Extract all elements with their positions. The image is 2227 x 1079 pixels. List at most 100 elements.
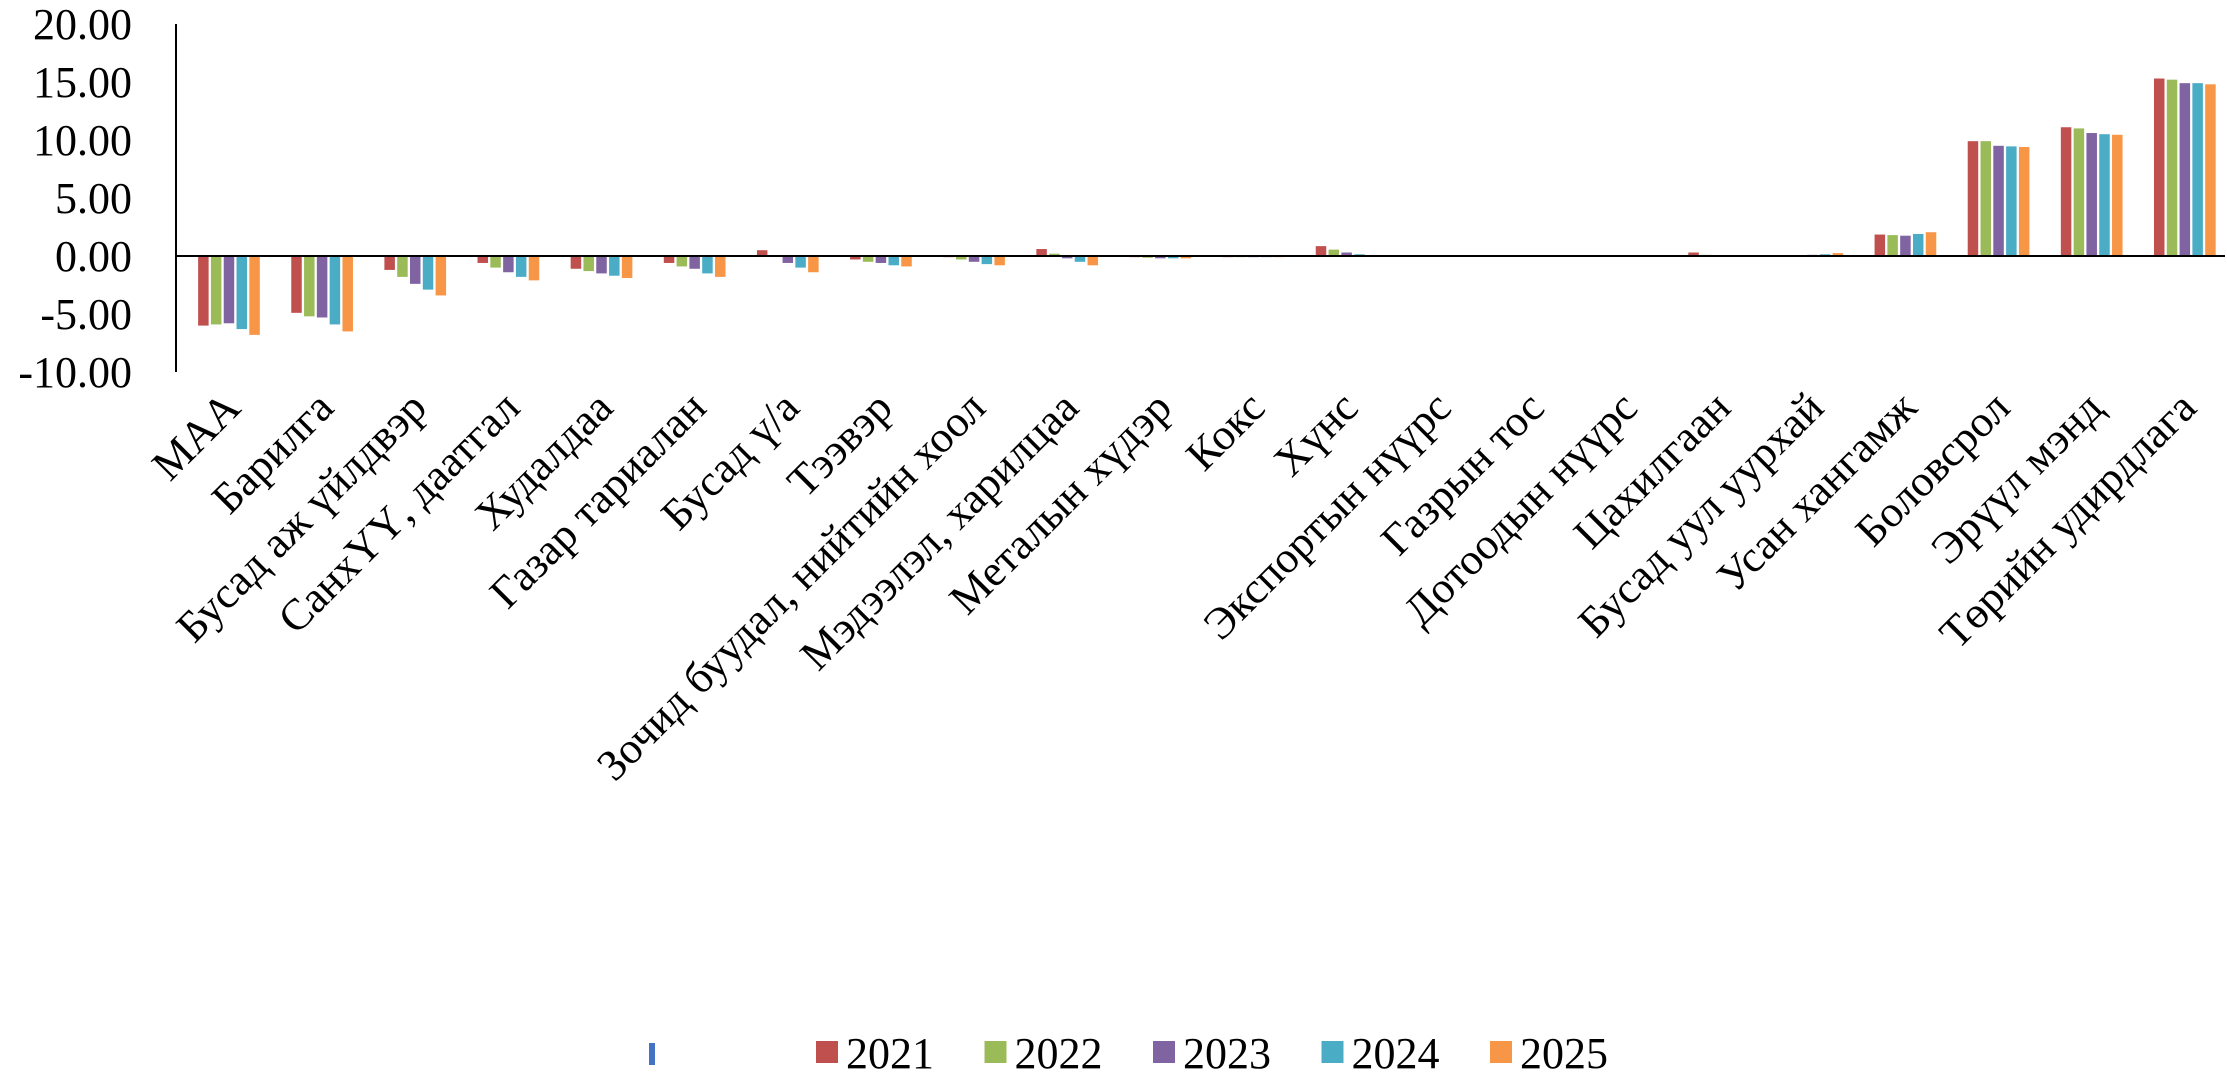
bar xyxy=(477,256,489,263)
y-tick-label: 15.00 xyxy=(33,58,132,107)
bar xyxy=(2086,133,2097,256)
y-tick-label: 20.00 xyxy=(33,0,132,49)
legend-swatch xyxy=(816,1041,838,1063)
bar xyxy=(2153,78,2165,257)
bar xyxy=(676,256,688,267)
y-tick-label: -10.00 xyxy=(18,348,132,397)
bar xyxy=(2179,83,2191,256)
bar xyxy=(1074,256,1086,262)
bar xyxy=(756,250,768,256)
bar xyxy=(689,256,700,269)
bar xyxy=(583,256,594,272)
bar xyxy=(808,256,819,273)
bar xyxy=(1061,256,1073,259)
bar xyxy=(1167,256,1179,259)
bar xyxy=(1155,256,1166,259)
legend-marker xyxy=(649,1043,655,1065)
bars xyxy=(198,78,2216,335)
bar xyxy=(342,256,353,332)
bar xyxy=(409,256,421,284)
bar xyxy=(1688,252,1699,256)
bar xyxy=(223,256,235,324)
bar xyxy=(1328,249,1340,256)
bar xyxy=(490,256,501,268)
bar xyxy=(956,256,967,260)
bar xyxy=(850,256,861,260)
bar xyxy=(2006,146,2017,256)
bar xyxy=(329,256,341,325)
legend-swatch xyxy=(1321,1041,1344,1063)
bar xyxy=(1874,234,1886,256)
bar xyxy=(715,256,726,277)
y-tick-label: 0.00 xyxy=(55,232,132,281)
bar xyxy=(994,256,1005,266)
bar xyxy=(596,256,607,274)
bar xyxy=(1180,256,1192,259)
bar xyxy=(1912,233,1924,256)
bar xyxy=(2112,134,2123,256)
bar xyxy=(435,256,447,296)
bar xyxy=(1993,145,2004,256)
legend: 2021 2022 2023 2024 2025 xyxy=(649,1029,1608,1078)
legend-swatch xyxy=(1490,1041,1512,1063)
bar xyxy=(198,256,209,326)
y-tick-label: 5.00 xyxy=(55,174,132,223)
legend-swatch xyxy=(1153,1041,1175,1063)
bar xyxy=(422,256,434,290)
bar xyxy=(888,256,899,266)
legend-label: 2025 xyxy=(1520,1029,1608,1074)
bar xyxy=(528,256,540,281)
bar xyxy=(1832,253,1844,256)
category-label: Кокс xyxy=(1177,382,1275,480)
bar xyxy=(2060,127,2072,257)
bar xyxy=(249,256,260,335)
bar xyxy=(1887,235,1898,256)
bar xyxy=(2018,146,2030,256)
bar xyxy=(621,256,633,279)
bar xyxy=(515,256,527,277)
bar xyxy=(2166,79,2178,257)
bar xyxy=(795,256,806,268)
y-tick-label: 10.00 xyxy=(33,116,132,165)
bar xyxy=(901,256,912,267)
bar xyxy=(316,256,328,318)
bar xyxy=(2205,84,2216,256)
bar xyxy=(968,256,980,262)
bar xyxy=(291,256,302,313)
bar xyxy=(1087,256,1099,266)
legend-label: 2021 xyxy=(846,1029,934,1074)
bar xyxy=(702,256,713,274)
bar xyxy=(2099,134,2110,256)
legend-label: 2022 xyxy=(1015,1029,1103,1074)
bar xyxy=(570,256,582,269)
bar xyxy=(1341,252,1352,256)
bar xyxy=(210,256,222,325)
legend-swatch xyxy=(984,1041,1007,1063)
bar xyxy=(1980,141,1992,256)
bar xyxy=(503,256,514,273)
legend-label: 2023 xyxy=(1183,1029,1271,1074)
bar xyxy=(304,256,315,317)
bar xyxy=(2073,128,2085,256)
bar xyxy=(862,256,874,262)
bar xyxy=(782,256,794,263)
bar xyxy=(1900,235,1911,256)
legend-label: 2024 xyxy=(1352,1029,1440,1074)
bar xyxy=(663,256,675,263)
bar xyxy=(1049,253,1060,256)
bar xyxy=(1315,246,1327,256)
bar xyxy=(1967,141,1979,256)
y-tick-labels: 20.00 15.00 10.00 5.00 0.00 -5.00 -10.00 xyxy=(18,0,132,397)
bar xyxy=(875,256,887,263)
y-tick-label: -5.00 xyxy=(40,290,132,339)
bar xyxy=(384,256,395,270)
bar xyxy=(1036,249,1047,256)
bar xyxy=(609,256,620,276)
bar xyxy=(397,256,408,277)
bar xyxy=(236,256,248,330)
bar xyxy=(2192,83,2203,256)
bar xyxy=(1925,232,1937,256)
